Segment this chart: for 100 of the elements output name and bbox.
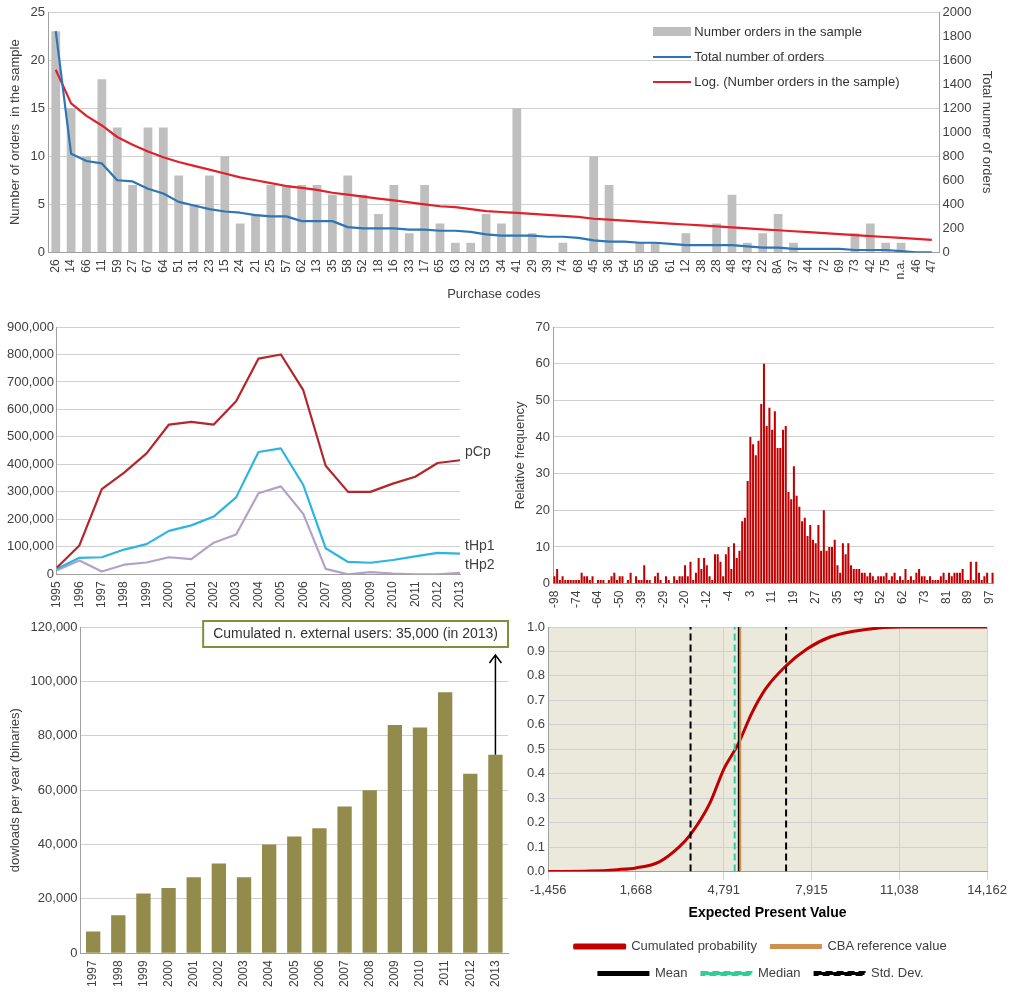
x-tick-label: 52 (873, 590, 888, 605)
bar (358, 194, 368, 252)
bar (784, 426, 787, 584)
bar (86, 931, 101, 953)
x-tick-label: 62 (293, 259, 308, 273)
bar (564, 579, 567, 584)
bar (174, 175, 184, 252)
bar (621, 576, 624, 584)
bar (986, 572, 989, 584)
bar (890, 576, 893, 584)
x-tick-label: 2011 (437, 959, 452, 987)
x-axis-title: Purchase codes (447, 285, 541, 301)
y-tick-label: 40,000 (37, 836, 78, 852)
y-tick-label: 80,000 (37, 727, 78, 743)
x-tick-label: -4 (720, 590, 735, 602)
x-tick-label: 2001 (186, 959, 201, 988)
bar (866, 576, 869, 584)
x-tick-label: 27 (124, 259, 139, 273)
bar (931, 579, 934, 584)
x-tick-label: 89 (960, 590, 975, 605)
x-tick-label: -1,456 (529, 881, 567, 897)
bar (337, 806, 352, 953)
y2-tick-label: 2000 (942, 3, 972, 19)
bar (111, 915, 126, 953)
x-tick-label: 14,162 (967, 881, 1007, 897)
y-tick-label: 10 (535, 538, 551, 554)
bar (950, 576, 953, 584)
bar (874, 579, 877, 584)
bar (833, 539, 836, 584)
bar (610, 576, 613, 584)
legend-label: Total number of orders (694, 49, 825, 64)
y2-tick-label: 1400 (942, 75, 972, 91)
x-tick-label: 64 (155, 259, 170, 273)
bar (939, 576, 942, 584)
x-tick-label: 2010 (412, 959, 427, 988)
y-tick-label: 0.7 (526, 691, 546, 707)
x-tick-label: 1997 (85, 959, 100, 988)
bar (909, 576, 912, 584)
x-tick-label: 57 (278, 259, 293, 273)
bar (983, 576, 986, 584)
bar (871, 576, 874, 584)
bar (281, 185, 291, 252)
bar (877, 576, 880, 584)
x-tick-label: 48 (724, 259, 739, 273)
x-tick-label: 16 (386, 259, 401, 273)
bar (158, 127, 168, 252)
x-tick-label: 2005 (273, 580, 288, 609)
bar (235, 223, 245, 252)
x-tick-label: 53 (478, 259, 493, 273)
y-tick-label: 0 (46, 565, 54, 581)
bar (497, 223, 506, 252)
x-tick-label: 1998 (116, 580, 131, 609)
bar (733, 543, 736, 584)
bar (220, 156, 230, 252)
bar (450, 242, 460, 252)
bar (618, 576, 621, 584)
y2-tick-label: 0 (942, 243, 950, 259)
bar (205, 175, 214, 252)
x-tick-label: 14 (63, 259, 78, 273)
x-tick-label: 27 (807, 590, 822, 605)
bar (847, 543, 850, 584)
x-tick-label: 2006 (295, 580, 310, 609)
y-tick-label: 15 (30, 99, 46, 115)
x-tick-label: 2006 (311, 959, 326, 988)
bar (328, 194, 337, 252)
bar (697, 557, 700, 584)
bar (602, 579, 605, 584)
x-tick-label: -12 (699, 590, 714, 608)
bar (928, 576, 931, 584)
bar (828, 546, 831, 584)
x-tick-label: 2000 (160, 959, 175, 988)
x-tick-label: 28 (708, 259, 723, 273)
x-tick-label: 1998 (110, 959, 125, 988)
x-tick-label: 2003 (236, 959, 251, 988)
x-tick-label: 2008 (340, 580, 355, 609)
x-tick-label: 44 (801, 259, 816, 273)
y-tick-label: 0 (542, 575, 551, 591)
bar (893, 572, 896, 584)
bar (863, 572, 866, 584)
y-tick-label: 600,000 (6, 401, 54, 417)
x-tick-label: 2003 (228, 580, 243, 609)
x-tick-label: 61 (662, 259, 677, 273)
x-tick-label: 2007 (317, 580, 332, 609)
bar (97, 79, 107, 252)
y-tick-label: 300,000 (6, 483, 54, 499)
y2-tick-label: 1800 (942, 27, 972, 43)
x-tick-label: 22 (755, 259, 770, 273)
bar (860, 572, 863, 584)
y-tick-label: 0.3 (526, 789, 546, 805)
x-tick-label: 56 (647, 259, 662, 273)
bar (629, 572, 632, 584)
y-tick-label: 60 (535, 355, 551, 371)
bar (915, 572, 918, 584)
y2-tick-label: 1000 (942, 123, 972, 139)
bar (975, 561, 978, 584)
bar (236, 877, 252, 953)
bar (343, 175, 353, 252)
bar (934, 579, 937, 584)
x-tick-label: 32 (463, 259, 478, 273)
bar (404, 233, 414, 252)
